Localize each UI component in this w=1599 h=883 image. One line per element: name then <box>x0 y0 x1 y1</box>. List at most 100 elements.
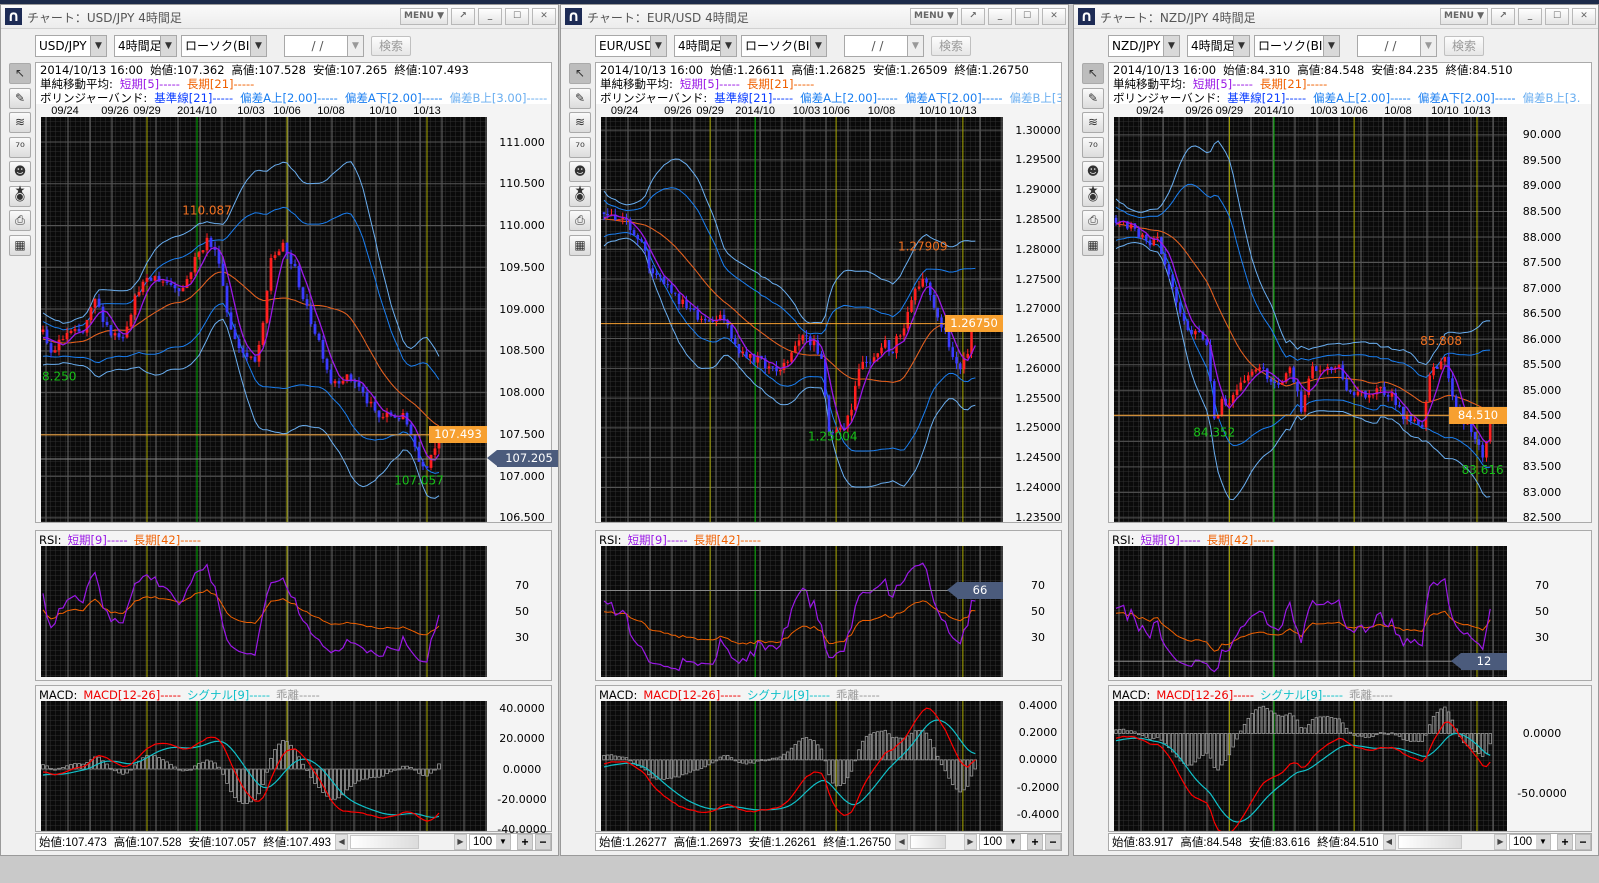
bb-mid-legend[interactable]: 基準線[21]----- <box>714 91 794 105</box>
sma-long-legend[interactable]: 長期[21]----- <box>186 77 255 91</box>
cursor-icon[interactable]: ↖ <box>9 63 31 84</box>
signal-legend[interactable]: シグナル[9]----- <box>1259 688 1344 702</box>
scroll-right-icon[interactable]: ▶ <box>964 834 977 850</box>
close-icon[interactable]: ✕ <box>1042 8 1066 25</box>
search-button[interactable]: 検索 <box>1444 36 1484 56</box>
scrollbar-thumb[interactable] <box>1397 835 1462 849</box>
price-chart[interactable]: 1.27909 1.25004 <box>601 117 1003 522</box>
rsi-short-legend[interactable]: 短期[9]----- <box>627 533 688 547</box>
zoom-out-icon[interactable]: − <box>1045 834 1061 850</box>
value-display-icon[interactable]: ⁷⁰ <box>9 136 31 158</box>
currency-pair-select[interactable]: EUR/USD ▼ <box>595 35 667 57</box>
pin-icon[interactable]: ↗ <box>1491 8 1515 25</box>
macd-line-legend[interactable]: MACD[12-26]----- <box>83 688 181 702</box>
symbols-icon[interactable]: ☻★ <box>569 161 591 197</box>
value-display-icon[interactable]: ⁷⁰ <box>569 136 591 158</box>
minimize-icon[interactable]: _ <box>1518 8 1542 25</box>
pin-icon[interactable]: ↗ <box>451 8 475 25</box>
bb-a-up-legend[interactable]: 偏差A上[2.00]----- <box>800 91 898 105</box>
sma-short-legend[interactable]: 短期[5]----- <box>679 77 740 91</box>
scroll-left-icon[interactable]: ◀ <box>895 834 909 850</box>
pencil-icon[interactable]: ✎ <box>9 87 31 109</box>
cursor-icon[interactable]: ↖ <box>569 63 591 84</box>
price-chart[interactable]: 110.087 8.250 107.057 <box>41 117 487 522</box>
chart-type-select[interactable]: ローソク(BID) ▼ <box>741 35 827 57</box>
bar-count-select[interactable]: 100 ▼ <box>979 834 1021 850</box>
title-bar[interactable]: ∩ チャート：USD/JPY 4時間足 MENU ▼ ↗ _ ☐ ✕ <box>1 5 558 29</box>
value-display-icon[interactable]: ⁷⁰ <box>1082 136 1104 158</box>
title-bar[interactable]: ∩ チャート：EUR/USD 4時間足 MENU ▼ ↗ _ ☐ ✕ <box>561 5 1068 29</box>
chart-type-select[interactable]: ローソク(BID) ▼ <box>1254 35 1340 57</box>
timeframe-select[interactable]: 4時間足 ▼ <box>1187 35 1250 57</box>
sma-long-legend[interactable]: 長期[21]----- <box>746 77 815 91</box>
close-icon[interactable]: ✕ <box>532 8 556 25</box>
price-chart[interactable]: 85.808 84.352 83.616 <box>1114 117 1507 522</box>
rsi-long-legend[interactable]: 長期[42]----- <box>693 533 761 547</box>
pencil-icon[interactable]: ✎ <box>569 87 591 109</box>
print-icon[interactable]: ⎙ <box>569 210 591 231</box>
symbols-icon[interactable]: ☻★ <box>9 161 31 197</box>
histogram-legend[interactable]: 乖離----- <box>836 688 880 702</box>
scroll-left-icon[interactable]: ◀ <box>335 834 349 850</box>
maximize-icon[interactable]: ☐ <box>1545 8 1569 25</box>
maximize-icon[interactable]: ☐ <box>505 8 529 25</box>
eye-icon[interactable]: ◉ <box>9 185 31 207</box>
zoom-in-icon[interactable]: + <box>1557 834 1573 850</box>
zoom-in-icon[interactable]: + <box>517 834 533 850</box>
menu-button[interactable]: MENU ▼ <box>400 8 448 25</box>
histogram-legend[interactable]: 乖離----- <box>276 688 320 702</box>
menu-button[interactable]: MENU ▼ <box>910 8 958 25</box>
histogram-legend[interactable]: 乖離----- <box>1349 688 1393 702</box>
export-grid-icon[interactable]: ▦ <box>1082 234 1104 256</box>
bb-mid-legend[interactable]: 基準線[21]----- <box>154 91 234 105</box>
rsi-long-legend[interactable]: 長期[42]----- <box>1206 533 1274 547</box>
sma-short-legend[interactable]: 短期[5]----- <box>1192 77 1253 91</box>
minimize-icon[interactable]: _ <box>988 8 1012 25</box>
title-bar[interactable]: ∩ チャート：NZD/JPY 4時間足 MENU ▼ ↗ _ ☐ ✕ <box>1074 5 1598 29</box>
rsi-chart[interactable] <box>601 546 1003 677</box>
rsi-chart[interactable] <box>41 546 487 677</box>
pencil-icon[interactable]: ✎ <box>1082 87 1104 109</box>
horizontal-scrollbar[interactable] <box>1395 834 1494 850</box>
symbols-icon[interactable]: ☻★ <box>1082 161 1104 197</box>
indicator-icon[interactable]: ≋ <box>9 112 31 133</box>
macd-chart[interactable] <box>601 701 1003 831</box>
close-icon[interactable]: ✕ <box>1572 8 1596 25</box>
bb-b-up-legend[interactable]: 偏差B上[3. <box>1522 91 1581 105</box>
chart-type-select[interactable]: ローソク(BID) ▼ <box>181 35 267 57</box>
print-icon[interactable]: ⎙ <box>1082 210 1104 231</box>
indicator-icon[interactable]: ≋ <box>1082 112 1104 133</box>
horizontal-scrollbar[interactable] <box>908 834 964 850</box>
date-picker[interactable]: / / ▼ <box>1357 35 1437 57</box>
export-grid-icon[interactable]: ▦ <box>9 234 31 256</box>
bar-count-select[interactable]: 100 ▼ <box>469 834 511 850</box>
horizontal-scrollbar[interactable] <box>348 834 454 850</box>
eye-icon[interactable]: ◉ <box>1082 185 1104 207</box>
bb-a-up-legend[interactable]: 偏差A上[2.00]----- <box>240 91 338 105</box>
sma-short-legend[interactable]: 短期[5]----- <box>119 77 180 91</box>
currency-pair-select[interactable]: NZD/JPY ▼ <box>1108 35 1180 57</box>
menu-button[interactable]: MENU ▼ <box>1440 8 1488 25</box>
bb-a-down-legend[interactable]: 偏差A下[2.00]----- <box>904 91 1003 105</box>
rsi-short-legend[interactable]: 短期[9]----- <box>1140 533 1201 547</box>
date-picker[interactable]: / / ▼ <box>844 35 924 57</box>
macd-chart[interactable] <box>1114 701 1507 831</box>
scroll-right-icon[interactable]: ▶ <box>454 834 467 850</box>
timeframe-select[interactable]: 4時間足 ▼ <box>114 35 177 57</box>
macd-line-legend[interactable]: MACD[12-26]----- <box>643 688 741 702</box>
search-button[interactable]: 検索 <box>371 36 411 56</box>
rsi-long-legend[interactable]: 長期[42]----- <box>133 533 201 547</box>
scroll-right-icon[interactable]: ▶ <box>1494 834 1507 850</box>
signal-legend[interactable]: シグナル[9]----- <box>186 688 271 702</box>
cursor-icon[interactable]: ↖ <box>1082 63 1104 84</box>
minimize-icon[interactable]: _ <box>478 8 502 25</box>
pin-icon[interactable]: ↗ <box>961 8 985 25</box>
maximize-icon[interactable]: ☐ <box>1015 8 1039 25</box>
export-grid-icon[interactable]: ▦ <box>569 234 591 256</box>
zoom-out-icon[interactable]: − <box>535 834 551 850</box>
macd-chart[interactable] <box>41 701 487 831</box>
search-button[interactable]: 検索 <box>931 36 971 56</box>
macd-line-legend[interactable]: MACD[12-26]----- <box>1156 688 1254 702</box>
zoom-in-icon[interactable]: + <box>1027 834 1043 850</box>
sma-long-legend[interactable]: 長期[21]----- <box>1259 77 1328 91</box>
